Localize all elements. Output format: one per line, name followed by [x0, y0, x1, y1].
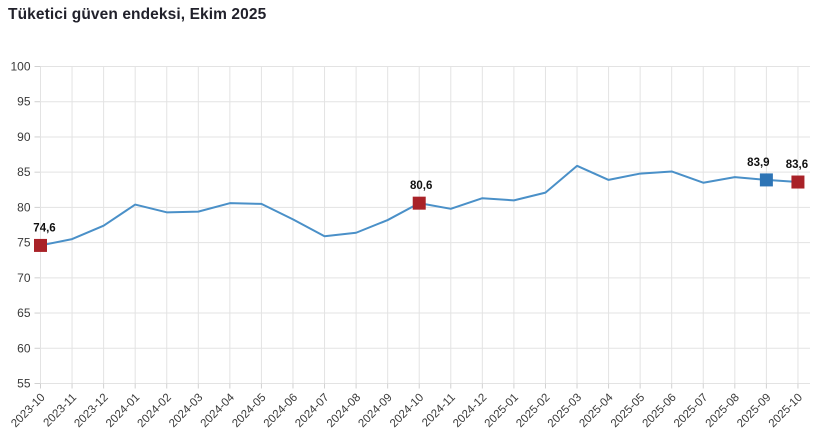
x-axis-tick-label: 2024-09 — [356, 392, 394, 430]
x-axis-tick-label: 2025-07 — [672, 392, 710, 430]
x-axis-tick-label: 2023-12 — [72, 392, 110, 430]
data-point-marker — [34, 238, 47, 252]
data-point-value-label: 83,9 — [747, 157, 769, 169]
y-axis-tick-label: 95 — [17, 95, 31, 109]
x-axis-tick-label: 2025-09 — [735, 392, 773, 430]
data-point-value-label: 80,6 — [410, 180, 432, 192]
data-point-value-label: 83,6 — [786, 159, 808, 171]
y-axis-tick-label: 80 — [17, 200, 31, 214]
x-axis-tick-label: 2025-01 — [483, 392, 521, 430]
x-axis-tick-label: 2025-05 — [609, 392, 647, 430]
x-axis-tick-label: 2024-02 — [136, 392, 174, 430]
data-point-marker — [412, 196, 426, 210]
x-axis-tick-label: 2024-07 — [293, 392, 331, 430]
chart-title: Tüketici güven endeksi, Ekim 2025 — [8, 6, 267, 23]
x-axis-tick-label: 2024-12 — [451, 392, 489, 430]
x-axis-tick-label: 2024-01 — [104, 392, 142, 430]
y-axis-tick-label: 75 — [17, 236, 31, 250]
x-axis-tick-label: 2024-05 — [230, 392, 268, 430]
y-axis-tick-label: 70 — [17, 271, 31, 285]
y-axis-tick-label: 65 — [17, 306, 31, 320]
data-point-value-label: 74,6 — [33, 222, 55, 234]
x-axis-tick-label: 2025-10 — [767, 392, 805, 430]
x-axis-tick-label: 2025-06 — [640, 392, 678, 430]
x-axis-tick-label: 2025-08 — [704, 392, 742, 430]
x-axis-tick-label: 2024-10 — [388, 392, 426, 430]
y-axis-tick-label: 100 — [10, 60, 30, 74]
x-axis-tick-label: 2024-06 — [262, 392, 300, 430]
y-axis-tick-label: 85 — [17, 165, 31, 179]
x-axis-tick-label: 2024-03 — [167, 392, 205, 430]
x-axis-tick-label: 2025-02 — [514, 392, 552, 430]
y-axis-tick-label: 60 — [17, 341, 31, 355]
x-axis-tick-label: 2025-03 — [546, 392, 584, 430]
data-point-marker — [791, 175, 805, 189]
y-axis-tick-label: 55 — [17, 377, 31, 391]
x-axis-tick-label: 2023-10 — [9, 392, 47, 430]
x-axis-tick-label: 2024-08 — [325, 392, 363, 430]
y-axis-tick-label: 90 — [17, 130, 31, 144]
data-point-marker — [759, 173, 773, 187]
